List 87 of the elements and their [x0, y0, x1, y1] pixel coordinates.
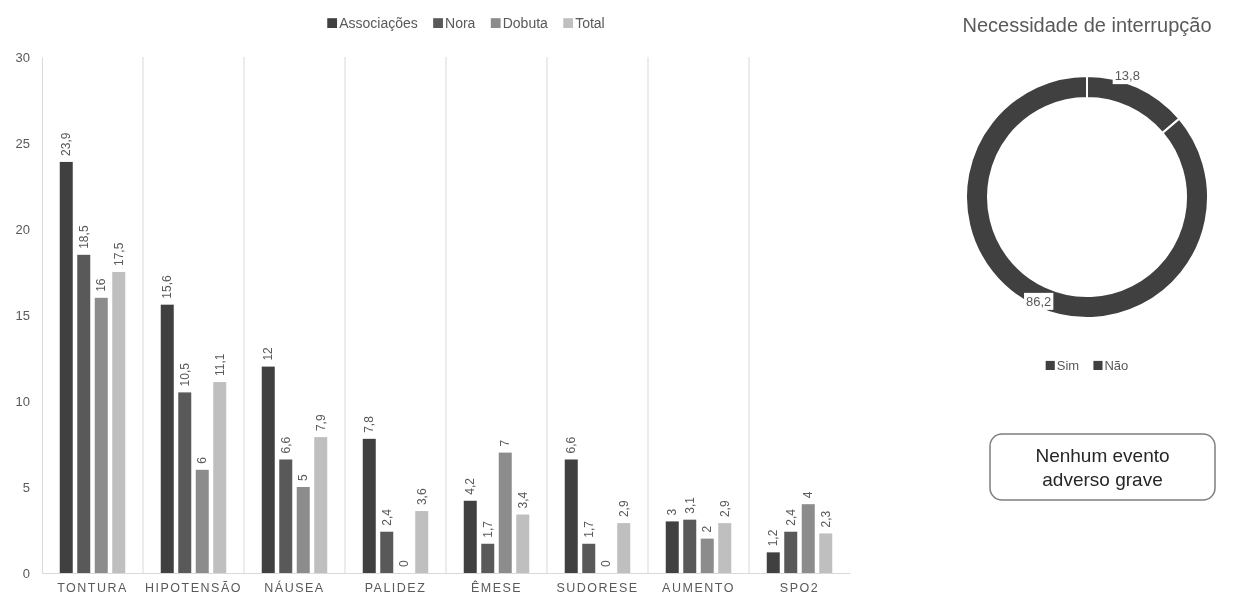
bar [178, 392, 192, 573]
data-label: 5 [296, 474, 311, 481]
data-label: 7,9 [313, 414, 328, 432]
text: Nenhum evento adverso grave [1035, 445, 1170, 490]
x-tick-label: SPO2 [779, 580, 820, 595]
legend-label: Sim [1056, 358, 1080, 373]
y-tick-label: 30 [15, 49, 30, 65]
data-label: 13,8 [1114, 68, 1140, 84]
bar [94, 297, 108, 573]
data-label: 86,2 [1026, 293, 1052, 309]
data-label: 2,9 [616, 500, 631, 518]
bar [463, 500, 477, 573]
data-label: 12 [261, 346, 276, 361]
bar [77, 254, 91, 573]
data-label: 2,3 [818, 510, 833, 528]
data-label: 10,5 [177, 362, 192, 387]
data-label: 16 [94, 278, 109, 292]
bar [718, 523, 732, 573]
bar [314, 437, 328, 573]
data-label: 6,6 [564, 436, 579, 454]
legend-label: Não [1104, 358, 1129, 373]
x-tick-label: PALIDEZ [364, 580, 427, 595]
bar [700, 538, 714, 573]
y-tick-label: 15 [15, 307, 30, 323]
bar [279, 459, 293, 573]
bar [665, 521, 679, 573]
bar [498, 452, 512, 573]
data-label: 2 [700, 525, 715, 533]
y-tick-label: 5 [22, 479, 30, 495]
bar [819, 533, 833, 573]
x-tick-label: HIPOTENSÃO [145, 580, 242, 595]
x-tick-label: AUMENTO [662, 580, 735, 595]
x-tick-label: TONTURA [57, 580, 128, 595]
bar [160, 304, 174, 573]
bar [362, 438, 376, 573]
data-label: 6 [195, 456, 210, 464]
bar [415, 511, 429, 573]
bar [59, 161, 73, 573]
data-label: 3,1 [682, 496, 697, 514]
bar [801, 504, 815, 573]
bar [617, 523, 631, 573]
data-label: 4,2 [463, 477, 478, 495]
data-label: 7 [498, 439, 513, 447]
bar [784, 531, 798, 573]
bar [296, 487, 310, 573]
legend-label: Associações [339, 15, 418, 31]
y-tick-label: 25 [15, 135, 30, 151]
bar [582, 543, 596, 573]
data-label: 17,5 [111, 242, 126, 266]
bar [112, 272, 126, 573]
chart-title: Necessidade de interrupção [962, 14, 1212, 36]
legend-label: Nora [445, 15, 476, 31]
bar [766, 552, 780, 573]
bar [380, 531, 394, 573]
bar [564, 459, 578, 573]
bar [213, 382, 227, 573]
data-label: 1,7 [480, 520, 495, 538]
bar [195, 469, 209, 573]
y-tick-label: 10 [15, 393, 30, 409]
x-tick-label: ÊMESE [470, 579, 523, 595]
data-label: 3 [665, 508, 680, 516]
x-tick-label: NÁUSEA [264, 579, 325, 595]
bar [516, 514, 530, 573]
data-label: 7,8 [362, 415, 377, 433]
data-label: 0 [397, 560, 412, 567]
data-label: 1,2 [766, 529, 781, 547]
data-label: 0 [599, 560, 614, 567]
data-label: 4 [801, 491, 816, 499]
data-label: 23,9 [59, 132, 74, 156]
bar [261, 366, 275, 573]
y-tick-label: 0 [22, 565, 30, 581]
data-label: 3,6 [414, 488, 429, 506]
data-label: 15,6 [160, 275, 175, 299]
data-label: 11,1 [212, 353, 227, 377]
bar [481, 543, 495, 573]
data-label: 2,4 [379, 508, 394, 526]
bar [683, 519, 697, 573]
data-label: 18,5 [76, 225, 91, 249]
legend-label: Dobuta [502, 15, 549, 31]
data-label: 2,4 [783, 508, 798, 526]
data-label: 6,6 [278, 436, 293, 454]
data-label: 1,7 [581, 520, 596, 538]
legend-label: Total [575, 15, 605, 31]
data-label: 2,9 [717, 500, 732, 518]
data-label: 3,4 [515, 491, 530, 509]
x-tick-label: SUDORESE [556, 580, 639, 595]
y-tick-label: 20 [15, 221, 30, 237]
